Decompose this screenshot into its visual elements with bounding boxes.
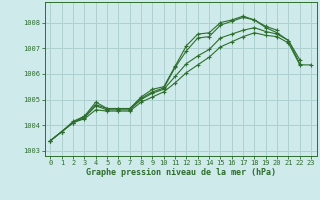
X-axis label: Graphe pression niveau de la mer (hPa): Graphe pression niveau de la mer (hPa) [86,168,276,177]
